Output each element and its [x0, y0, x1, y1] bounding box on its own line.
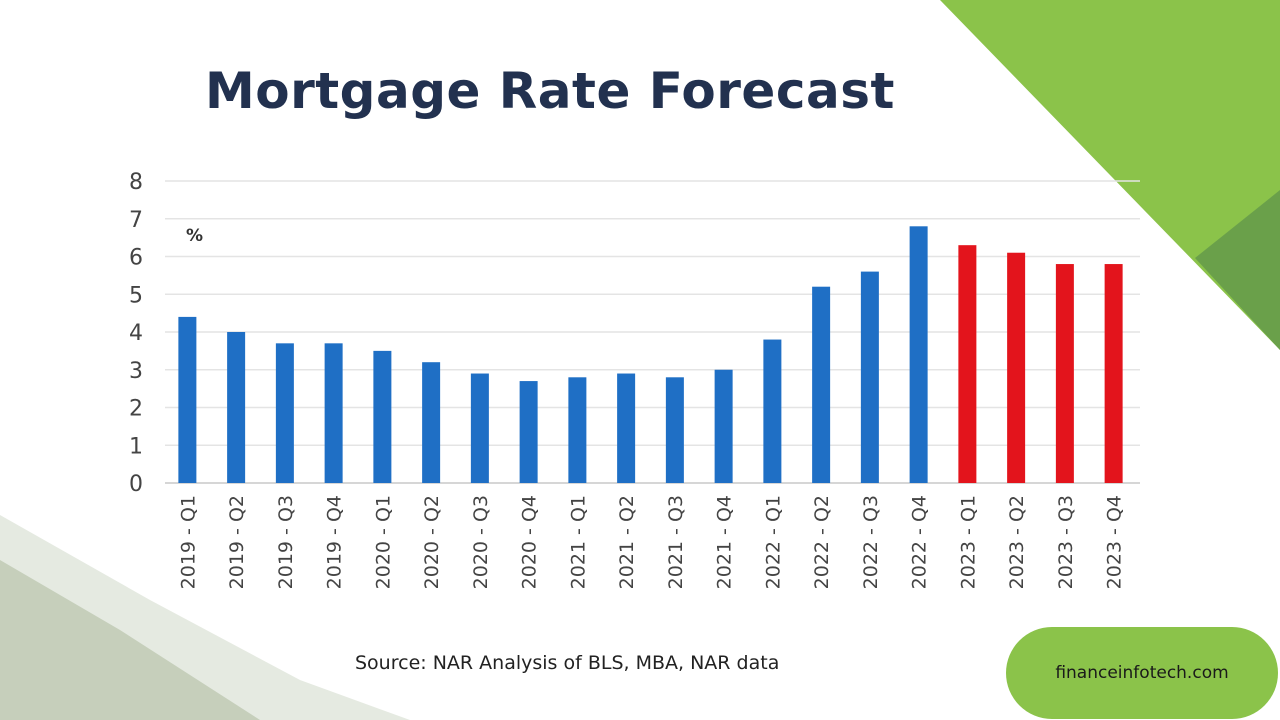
x-tick-label: 2021 - Q1 — [567, 495, 589, 589]
y-tick-label: 7 — [129, 208, 143, 233]
website-label: financeinfotech.com — [1055, 663, 1229, 683]
x-tick-label: 2021 - Q4 — [714, 495, 736, 589]
house-photo-overlay-dark — [0, 560, 260, 720]
dark-green-corner-shape — [1195, 190, 1280, 350]
x-tick-label: 2022 - Q4 — [909, 495, 931, 589]
y-axis-unit-label: % — [186, 226, 203, 246]
y-tick-label: 3 — [129, 359, 143, 384]
x-tick-label: 2021 - Q2 — [616, 495, 638, 589]
x-tick-label: 2019 - Q1 — [177, 495, 199, 589]
bar — [275, 343, 294, 483]
bar — [860, 271, 879, 483]
bar — [714, 369, 733, 483]
y-tick-label: 2 — [129, 397, 143, 422]
y-tick-label: 4 — [129, 321, 143, 346]
y-tick-label: 8 — [129, 170, 143, 195]
bar — [763, 339, 782, 483]
x-tick-label: 2023 - Q1 — [957, 495, 979, 589]
bar — [422, 362, 441, 483]
y-tick-label: 0 — [129, 472, 143, 497]
chart-title: Mortgage Rate Forecast — [205, 62, 895, 120]
x-tick-label: 2020 - Q1 — [372, 495, 394, 589]
bar — [1055, 264, 1074, 483]
bar — [519, 381, 538, 483]
bar — [665, 377, 684, 483]
x-tick-label: 2022 - Q1 — [762, 495, 784, 589]
bar — [958, 245, 977, 483]
source-note: Source: NAR Analysis of BLS, MBA, NAR da… — [355, 652, 780, 674]
x-tick-label: 2020 - Q2 — [421, 495, 443, 589]
x-tick-label: 2019 - Q4 — [324, 495, 346, 589]
y-tick-label: 6 — [129, 246, 143, 271]
x-tick-label: 2022 - Q3 — [860, 495, 882, 589]
bar — [470, 373, 489, 483]
x-tick-label: 2023 - Q2 — [1006, 495, 1028, 589]
x-tick-label: 2019 - Q3 — [275, 495, 297, 589]
bar — [1104, 264, 1123, 483]
x-tick-label: 2020 - Q4 — [519, 495, 541, 589]
bar — [909, 226, 928, 484]
x-tick-label: 2023 - Q3 — [1055, 495, 1077, 589]
website-badge[interactable]: financeinfotech.com — [1006, 627, 1278, 719]
bar — [227, 332, 246, 483]
bar — [617, 373, 636, 483]
bar — [812, 286, 831, 483]
x-tick-label: 2022 - Q2 — [811, 495, 833, 589]
bar — [373, 350, 392, 483]
house-photo-overlay — [0, 515, 410, 720]
y-tick-label: 5 — [129, 283, 143, 308]
x-tick-label: 2020 - Q3 — [470, 495, 492, 589]
bar — [178, 316, 197, 483]
y-tick-label: 1 — [129, 434, 143, 459]
x-tick-label: 2021 - Q3 — [665, 495, 687, 589]
bar — [1007, 252, 1026, 483]
x-tick-label: 2023 - Q4 — [1104, 495, 1126, 589]
bar — [568, 377, 587, 483]
green-corner-shape — [940, 0, 1280, 350]
x-tick-label: 2019 - Q2 — [226, 495, 248, 589]
bar — [324, 343, 343, 483]
